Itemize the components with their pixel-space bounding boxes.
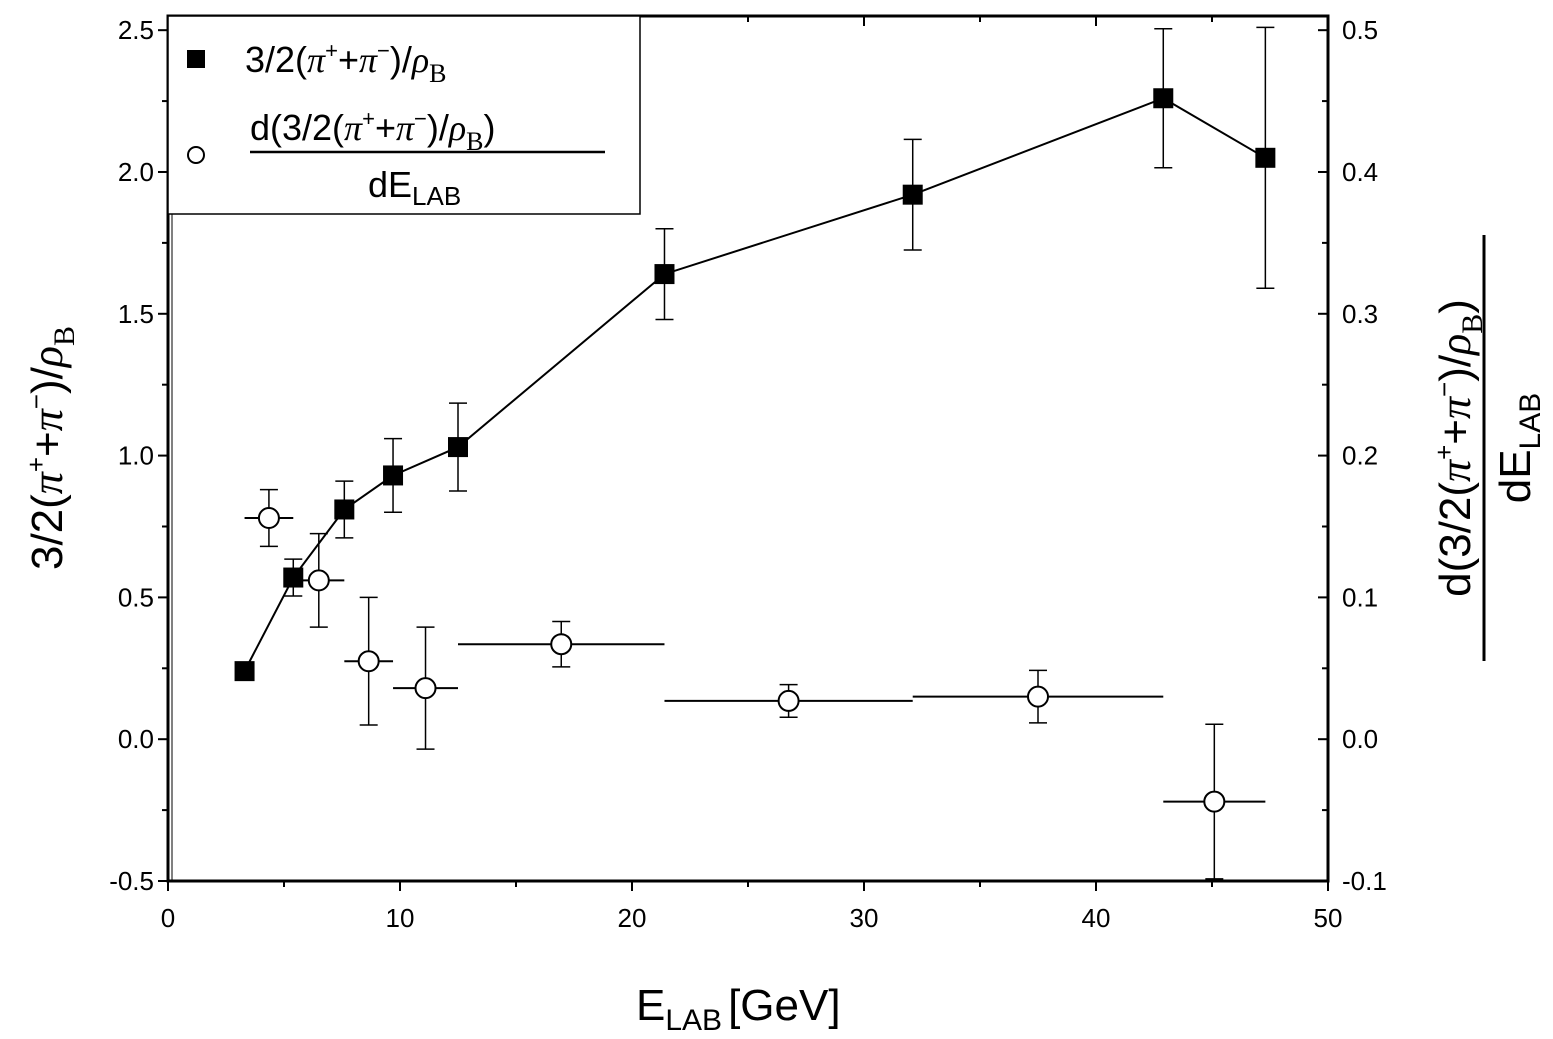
y-right-tick-label: 0.4 [1342,157,1378,187]
legend-label-ratio: 3/2(π++π−)/ρB [245,38,447,88]
data-point-circle [414,677,437,700]
y-left-tick-label: 0.0 [118,724,154,754]
data-point-square [1255,147,1276,168]
svg-text:3/2(π++π−)/ρB: 3/2(π++π−)/ρB [21,326,81,570]
data-point-circle [307,569,330,592]
legend-label-derivative-numerator: d(3/2(π++π−)/ρB) [250,106,496,156]
series-derivative [244,488,1266,880]
y-left-tick-label: -0.5 [109,866,154,896]
data-point-circle [357,650,380,673]
data-point-square [654,264,675,285]
y-left-tick-label: 1.5 [118,299,154,329]
data-point-circle [257,506,280,529]
x-axis-title: ELAB [GeV] [636,981,841,1037]
y-right-axis-title: d(3/2(π++π−)/ρB) dELAB [1429,235,1547,661]
data-point-square [448,437,468,458]
y-right-tick-label: 0.3 [1342,299,1378,329]
data-point-circle [777,689,800,712]
data-point-circle [1203,790,1226,813]
x-tick-label: 40 [1082,903,1111,933]
data-point-circle [550,633,573,656]
svg-text:d(3/2(π++π−)/ρB): d(3/2(π++π−)/ρB) [1429,299,1489,597]
data-point-square [283,567,304,588]
svg-text:dELAB: dELAB [1491,393,1547,504]
y-right-tick-label: 0.1 [1342,582,1378,612]
data-point-square [383,465,404,486]
x-tick-label: 50 [1314,903,1343,933]
data-point-circle [1027,685,1049,708]
series-pion-ratio [234,26,1276,682]
y-left-axis-title: 3/2(π++π−)/ρB [21,326,81,570]
y-right-tick-label: 0.2 [1342,441,1378,471]
y-left-tick-label: 2.5 [118,15,154,45]
y-right-tick-label: 0.0 [1342,724,1378,754]
data-point-square [1153,88,1174,109]
x-tick-label: 10 [386,903,415,933]
y-left-tick-label: 2.0 [118,157,154,187]
data-point-square [334,499,355,520]
legend-marker-square [187,50,205,68]
data-point-square [902,184,923,205]
axis-ticks [158,16,1329,891]
y-right-tick-label: -0.1 [1342,866,1387,896]
legend-box [167,15,641,215]
legend: 3/2(π++π−)/ρB d(3/2(π++π−)/ρB) dELAB [167,15,641,215]
y-right-tick-label: 0.5 [1342,15,1378,45]
legend-label-derivative-denominator: dELAB [368,164,461,211]
axis-tick-labels: 0 10 20 30 40 50 -0.5 0.0 0.5 1.0 1.5 2.0 2.5 -0.1 0.0… [109,15,1387,933]
data-point-square [234,661,255,682]
x-tick-label: 30 [850,903,879,933]
y-left-tick-label: 0.5 [118,582,154,612]
x-tick-label: 20 [618,903,647,933]
legend-marker-circle [187,146,205,164]
x-tick-label: 0 [161,903,175,933]
y-left-tick-label: 1.0 [118,441,154,471]
